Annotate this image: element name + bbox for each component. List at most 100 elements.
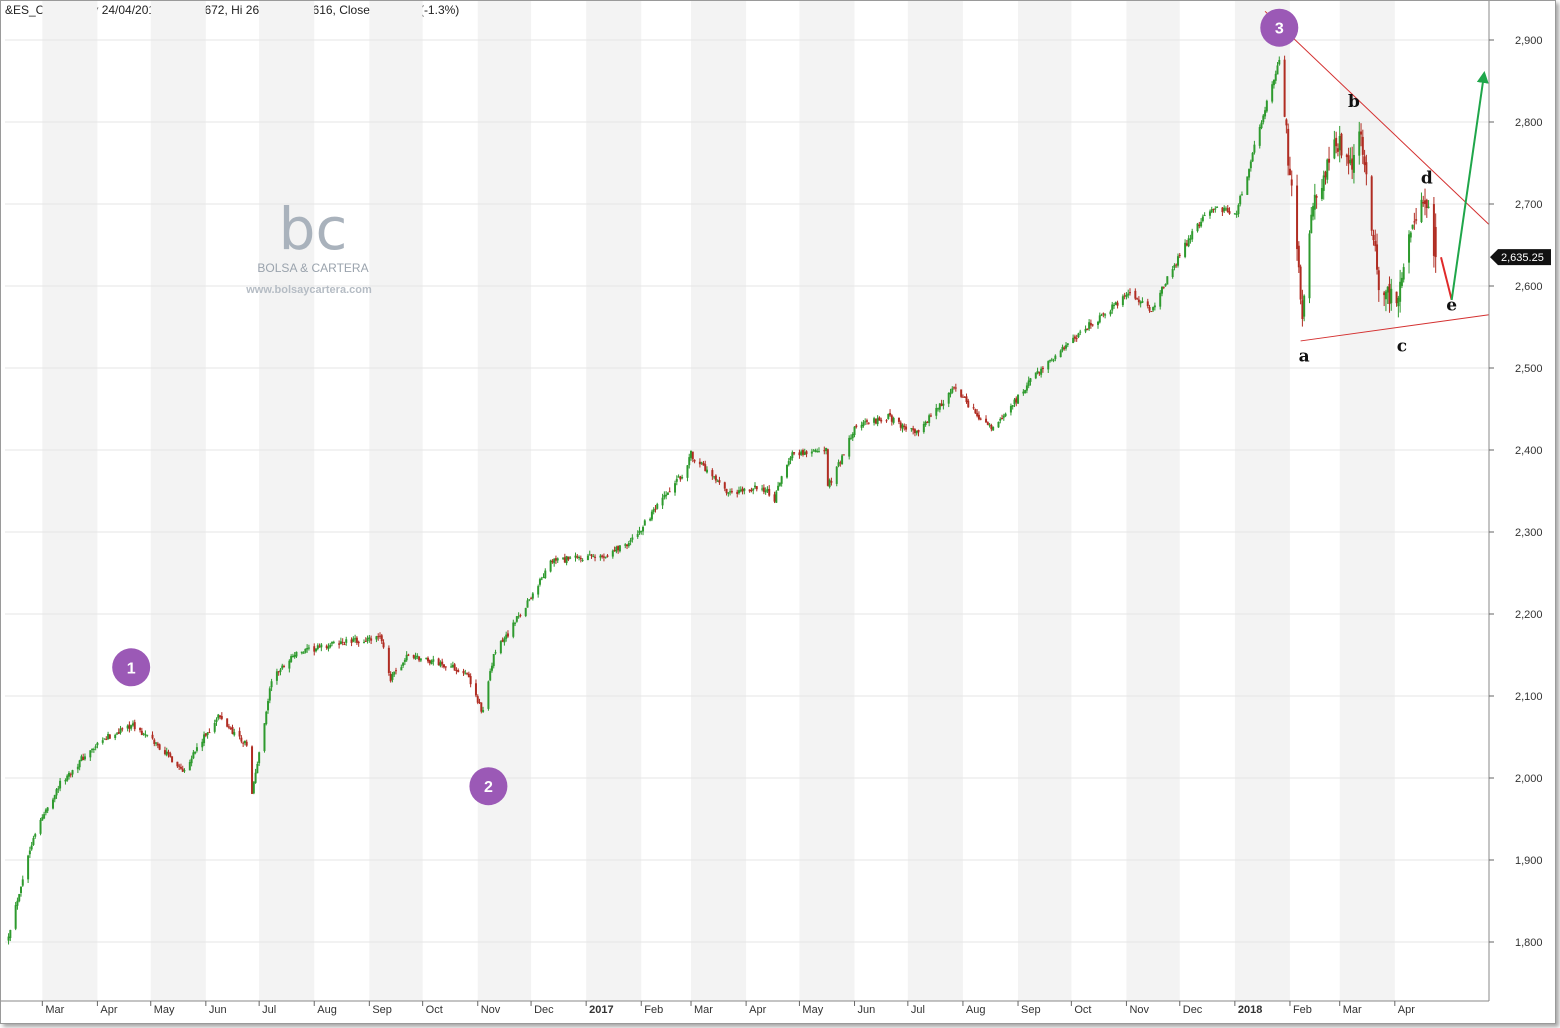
candle xyxy=(554,555,557,565)
candle xyxy=(412,654,415,660)
candle xyxy=(686,465,689,482)
candle xyxy=(1422,195,1425,207)
candle xyxy=(855,424,858,429)
candle xyxy=(320,643,323,652)
candle xyxy=(1363,149,1366,173)
candle xyxy=(727,491,730,497)
y-tick-label: 1,800 xyxy=(1515,937,1543,949)
candle xyxy=(329,642,332,649)
candle xyxy=(268,686,271,704)
candle xyxy=(46,806,49,814)
candle xyxy=(1296,174,1299,261)
candle xyxy=(1097,320,1100,329)
candle xyxy=(1191,228,1194,242)
x-tick-label: Mar xyxy=(694,1004,713,1016)
candle xyxy=(208,728,211,734)
candle xyxy=(1221,207,1224,217)
month-band xyxy=(259,1,315,1001)
candle xyxy=(1041,366,1044,373)
candle xyxy=(414,652,417,660)
candle xyxy=(1324,170,1327,185)
candle xyxy=(800,449,803,456)
candle xyxy=(823,446,826,455)
candle xyxy=(275,668,278,685)
candle xyxy=(92,747,95,753)
candle xyxy=(1237,203,1240,218)
candle xyxy=(1223,205,1226,214)
candle xyxy=(295,651,298,659)
candle xyxy=(666,492,669,495)
candle xyxy=(1173,263,1176,271)
candle xyxy=(114,733,117,741)
candle xyxy=(1017,394,1020,405)
candle xyxy=(167,749,170,758)
candle xyxy=(990,423,993,432)
month-band xyxy=(907,1,963,1001)
candle xyxy=(1235,210,1238,218)
candle xyxy=(176,761,179,769)
forecast-path xyxy=(1440,70,1489,301)
candle xyxy=(826,448,829,487)
candle xyxy=(892,416,895,425)
candle xyxy=(1251,151,1254,163)
candle xyxy=(233,728,236,737)
candle xyxy=(569,556,572,560)
sub-wave-label-d: d xyxy=(1421,169,1433,189)
candle xyxy=(455,667,458,675)
candle xyxy=(357,640,360,647)
candle xyxy=(714,474,717,484)
candle xyxy=(789,456,792,465)
candle xyxy=(556,557,559,563)
candle xyxy=(841,453,844,465)
month-bands xyxy=(42,1,1395,1001)
candle xyxy=(1127,289,1130,299)
candle xyxy=(27,854,30,883)
trendline-upper xyxy=(1264,10,1490,225)
candle xyxy=(851,432,854,441)
candle xyxy=(179,763,182,770)
x-tick-label: Feb xyxy=(1293,1004,1312,1016)
month-band xyxy=(1339,1,1395,1001)
candle xyxy=(183,768,186,773)
candle xyxy=(171,756,174,763)
candle xyxy=(947,392,950,408)
candle xyxy=(55,787,58,799)
candle xyxy=(663,491,666,500)
x-tick-label: Sep xyxy=(1021,1004,1041,1016)
candle xyxy=(279,668,282,676)
candle xyxy=(951,386,954,394)
candle xyxy=(755,485,758,492)
candle xyxy=(355,636,358,645)
candle xyxy=(1200,218,1203,228)
candle xyxy=(1335,131,1338,154)
x-tick-label: Aug xyxy=(966,1004,986,1016)
candle xyxy=(1113,302,1116,309)
candle xyxy=(1322,170,1325,200)
candle xyxy=(441,658,444,668)
candle xyxy=(677,474,680,478)
candle xyxy=(1150,310,1153,313)
candle xyxy=(1262,113,1265,125)
candle xyxy=(243,740,246,746)
watermark-logo: bc xyxy=(279,195,348,263)
candle xyxy=(1050,357,1053,362)
candle xyxy=(643,519,646,526)
candle xyxy=(698,458,701,468)
x-axis: Mar Apr May Jun Jul Aug Sep Oct Nov Dec 2017 Feb Mar… xyxy=(1,1000,1489,1016)
candle xyxy=(1121,294,1124,308)
candle xyxy=(1397,295,1400,318)
candle xyxy=(801,448,804,457)
candle xyxy=(549,559,552,573)
y-tick-label: 1,900 xyxy=(1515,855,1543,867)
candle xyxy=(227,723,230,730)
candle xyxy=(331,641,334,647)
candle xyxy=(201,738,204,752)
candle xyxy=(588,550,591,556)
x-tick-label: Mar xyxy=(1343,1004,1362,1016)
candle xyxy=(514,621,517,627)
candle xyxy=(382,639,385,649)
candle xyxy=(1208,209,1211,219)
candle xyxy=(364,637,367,642)
candle xyxy=(165,747,168,757)
